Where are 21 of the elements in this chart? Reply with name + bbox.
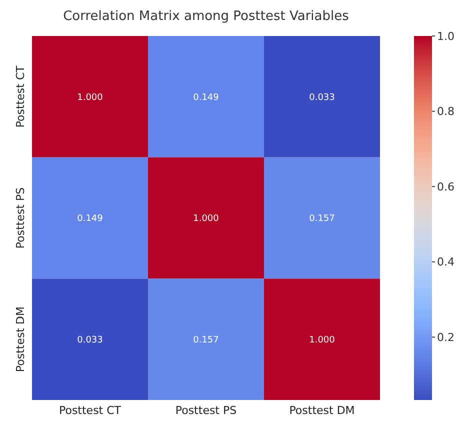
color-bar-label: 0.2 <box>437 330 454 344</box>
data-label: 0.149 <box>77 214 104 224</box>
y-tick-label: Posttest CT <box>14 65 27 128</box>
x-tick-label: Posttest PS <box>175 404 237 417</box>
data-label: 0.033 <box>309 92 335 103</box>
data-label: 0.033 <box>77 335 103 346</box>
data-label: 0.149 <box>193 92 220 103</box>
y-tick-label: Posttest PS <box>14 187 27 249</box>
x-tick-label: Posttest CT <box>58 404 122 417</box>
x-tick-label: Posttest DM <box>289 404 355 417</box>
data-label: 0.157 <box>309 214 335 224</box>
data-label: 1.000 <box>77 92 104 103</box>
data-label: 0.157 <box>193 335 219 346</box>
data-label: 1.000 <box>193 214 220 224</box>
color-bar-label: 0.8 <box>437 105 454 118</box>
data-label: 1.000 <box>309 335 336 346</box>
chart-title: Correlation Matrix among Posttest Variables <box>63 9 350 24</box>
color-bar-label: 0.6 <box>437 180 454 194</box>
color-bar-label: 0.4 <box>437 256 454 269</box>
color-bar-label: 1.0 <box>437 30 454 43</box>
y-tick-label: Posttest DM <box>14 306 27 372</box>
